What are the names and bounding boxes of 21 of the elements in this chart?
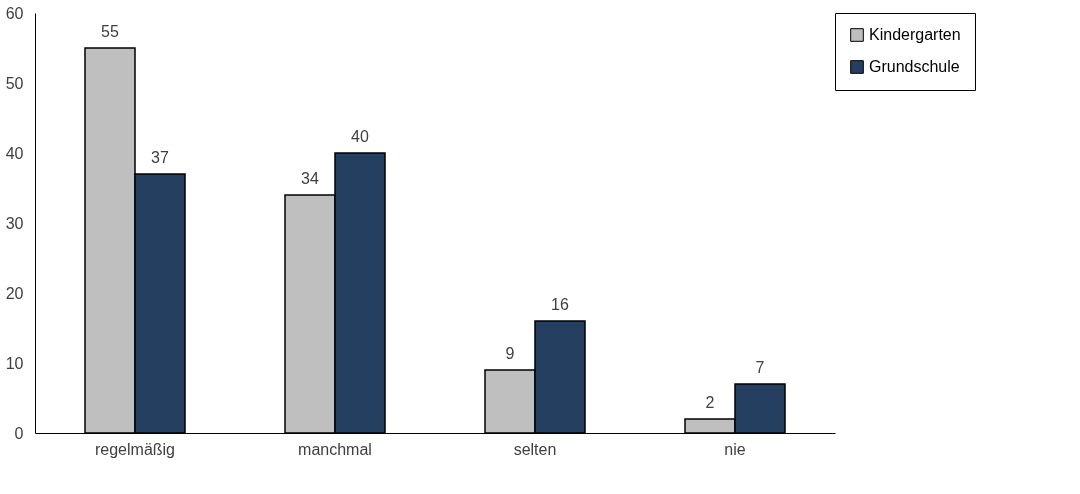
data-label: 55 bbox=[101, 23, 119, 40]
legend-label: Grundschule bbox=[869, 58, 960, 75]
x-tick-label: manchmal bbox=[298, 440, 372, 458]
legend-label: Kindergarten bbox=[869, 26, 961, 43]
data-label: 37 bbox=[151, 149, 169, 166]
y-tick-label: 10 bbox=[5, 354, 24, 372]
data-label: 40 bbox=[351, 128, 369, 145]
data-label: 7 bbox=[755, 359, 765, 376]
data-label: 34 bbox=[301, 170, 319, 187]
y-tick-label: 60 bbox=[5, 4, 24, 22]
y-tick-label: 50 bbox=[5, 74, 24, 92]
data-label: 9 bbox=[505, 345, 515, 362]
x-tick-label: regelmäßig bbox=[94, 440, 176, 458]
x-tick-label: selten bbox=[513, 440, 557, 458]
y-tick-label: 20 bbox=[5, 284, 24, 302]
y-tick-label: 40 bbox=[5, 144, 24, 162]
data-label: 16 bbox=[551, 296, 569, 313]
y-tick-label: 30 bbox=[5, 214, 24, 232]
data-label: 2 bbox=[705, 394, 715, 411]
x-tick-label: nie bbox=[724, 440, 746, 458]
y-tick-label: 0 bbox=[14, 424, 24, 442]
